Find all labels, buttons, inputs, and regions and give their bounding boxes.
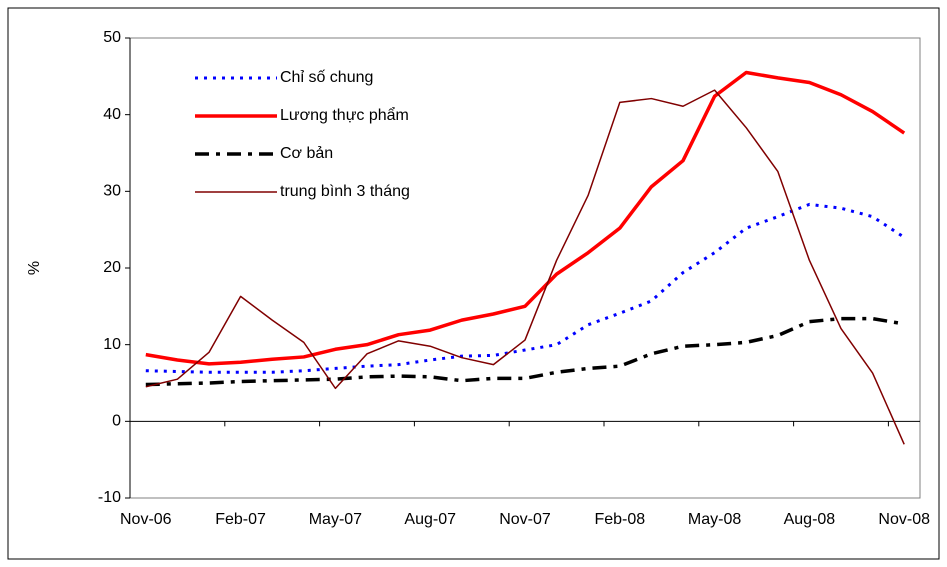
x-tick-label: Nov-07 — [499, 511, 551, 528]
data-line — [145, 202, 906, 374]
data-line — [145, 89, 905, 445]
x-tick-label: Feb-07 — [215, 511, 266, 528]
x-tick-label: Feb-08 — [594, 511, 645, 528]
y-tick-label: -10 — [98, 489, 121, 506]
x-tick-label: May-07 — [309, 511, 362, 528]
legend-label: Cơ bản — [280, 145, 333, 162]
y-tick-label: 10 — [103, 336, 121, 353]
legend-label: trung bình 3 tháng — [280, 183, 410, 200]
x-tick-label: Aug-07 — [404, 511, 456, 528]
y-tick-label: 20 — [103, 259, 121, 276]
x-tick-label: Aug-08 — [784, 511, 836, 528]
y-axis-label: % — [26, 261, 43, 275]
y-tick-label: 30 — [103, 183, 121, 200]
x-tick-label: Nov-06 — [120, 511, 172, 528]
data-line — [145, 70, 906, 366]
y-tick-label: 0 — [112, 413, 121, 430]
legend-label: Lương thực phẩm — [280, 106, 409, 124]
x-tick-label: Nov-08 — [878, 511, 930, 528]
x-tick-label: May-08 — [688, 511, 741, 528]
plot-area — [129, 37, 921, 499]
legend-label: Chỉ số chung — [280, 69, 373, 86]
y-tick-label: 50 — [103, 29, 121, 46]
y-tick-label: 40 — [103, 106, 121, 123]
